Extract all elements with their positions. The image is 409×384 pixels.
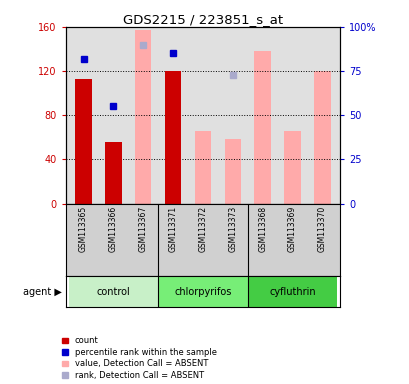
Bar — [68, 276, 158, 307]
Text: agent ▶: agent ▶ — [22, 287, 61, 297]
Title: GDS2215 / 223851_s_at: GDS2215 / 223851_s_at — [123, 13, 282, 26]
Text: chlorpyrifos: chlorpyrifos — [174, 287, 231, 297]
Text: GSM113367: GSM113367 — [138, 206, 147, 252]
Text: GSM113372: GSM113372 — [198, 206, 207, 252]
Bar — [313, 71, 330, 204]
Bar — [254, 51, 270, 204]
Text: GSM113373: GSM113373 — [228, 206, 237, 252]
Bar — [247, 276, 337, 307]
Text: control: control — [96, 287, 130, 297]
Bar — [158, 276, 247, 307]
Bar — [105, 142, 121, 204]
Text: cyfluthrin: cyfluthrin — [269, 287, 315, 297]
Text: GSM113370: GSM113370 — [317, 206, 326, 252]
Bar — [164, 71, 181, 204]
Text: GSM113371: GSM113371 — [168, 206, 177, 252]
Legend: count, percentile rank within the sample, value, Detection Call = ABSENT, rank, : count, percentile rank within the sample… — [61, 336, 216, 380]
Bar — [283, 131, 300, 204]
Text: GSM113368: GSM113368 — [258, 206, 267, 252]
Bar — [224, 139, 240, 204]
Bar — [194, 131, 211, 204]
Bar — [75, 79, 92, 204]
Bar — [135, 30, 151, 204]
Text: GSM113369: GSM113369 — [288, 206, 296, 252]
Text: GSM113366: GSM113366 — [109, 206, 117, 252]
Text: GSM113365: GSM113365 — [79, 206, 88, 252]
